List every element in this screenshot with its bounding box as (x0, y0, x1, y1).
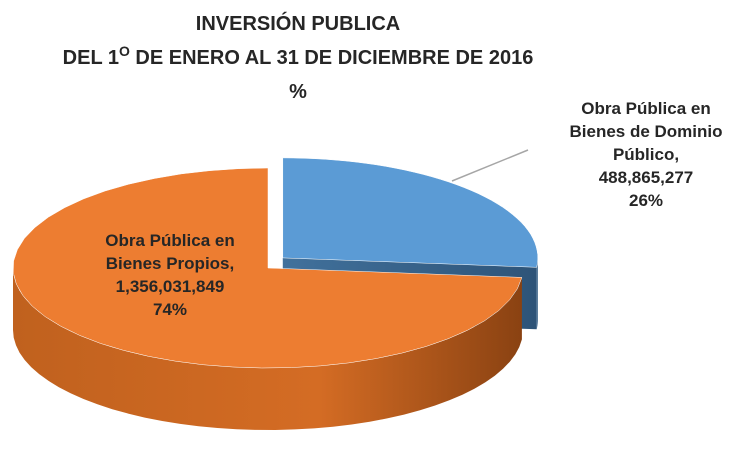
subtitle-part: DEL 1 (63, 47, 119, 69)
label-name: Obra Pública en Bienes de Dominio Públic… (569, 99, 723, 164)
leader-line (451, 149, 529, 182)
label-value: 1,356,031,849 (115, 277, 225, 296)
slice (13, 167, 523, 369)
label-value: 488,865,277 (598, 168, 694, 187)
slice-label: Obra Pública en Bienes de Dominio Públic… (536, 97, 752, 212)
title: INVERSIÓN PUBLICA (196, 11, 400, 35)
label-name: Obra Pública en Bienes Propios, (105, 231, 235, 273)
label-percent: 74% (152, 300, 188, 319)
slice-label: Obra Pública en Bienes Propios, 1,356,03… (60, 229, 280, 321)
subtitle: DEL 1O DE ENERO AL 31 DE DICIEMBRE DE 20… (63, 43, 534, 69)
title-unit: % (289, 81, 307, 103)
slice (282, 157, 539, 268)
slice-side (13, 268, 522, 430)
label-percent: 26% (628, 191, 664, 210)
subtitle-sup: O (119, 43, 130, 59)
slice-side (536, 257, 538, 330)
subtitle-part: DE ENERO AL 31 DE DICIEMBRE DE 2016 (130, 47, 533, 69)
